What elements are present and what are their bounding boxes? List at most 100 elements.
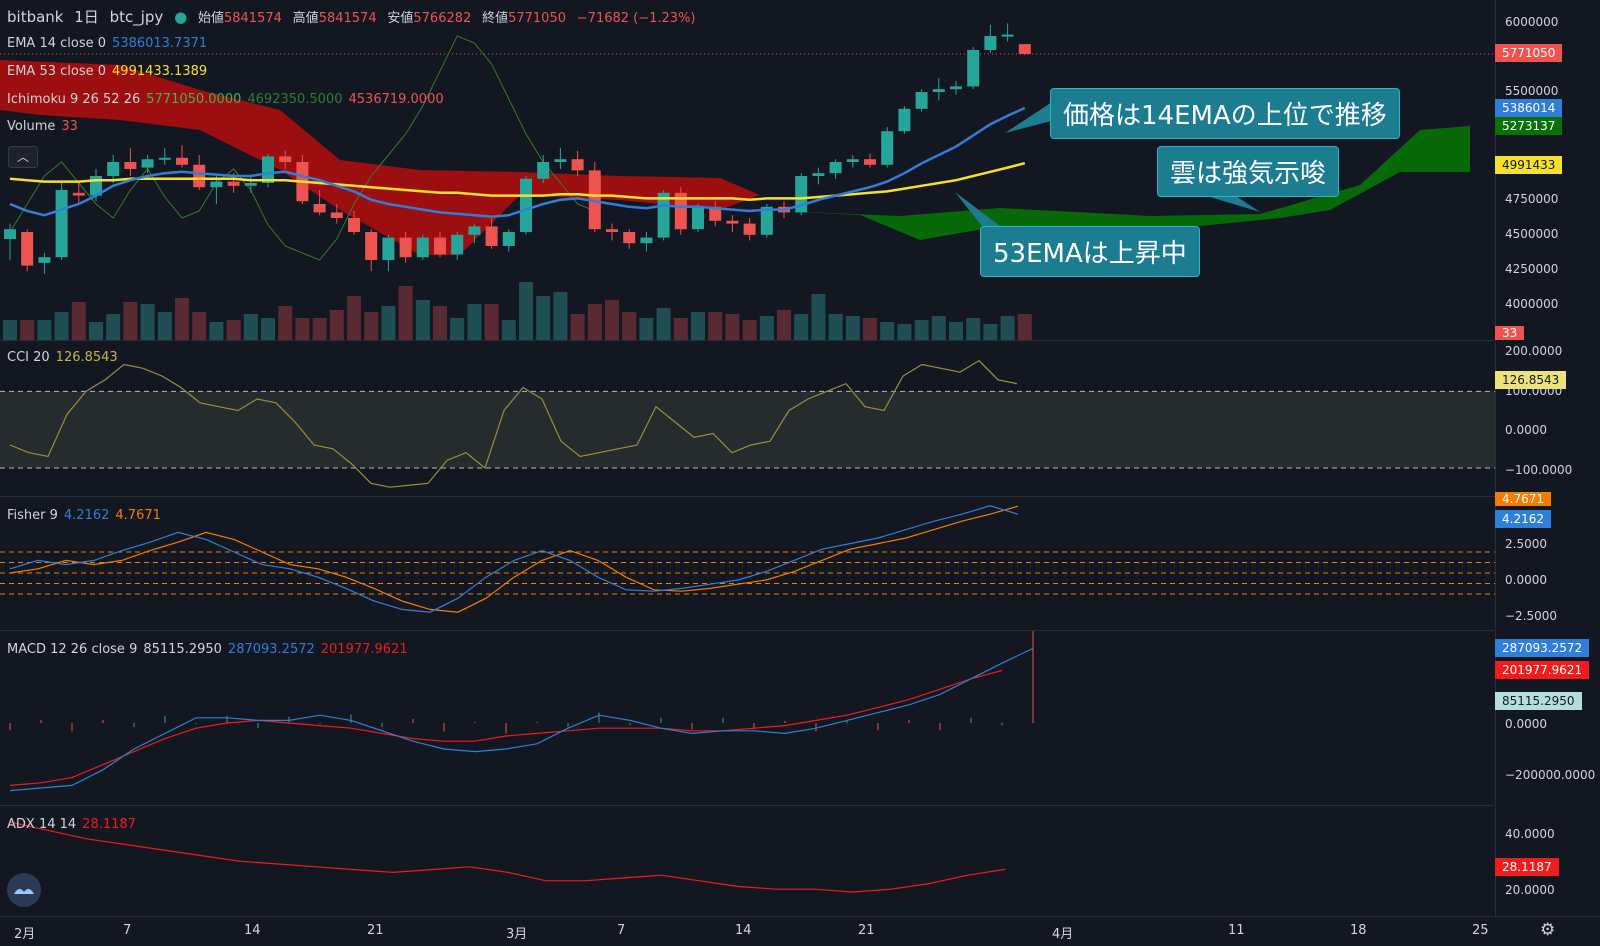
volume-bar [759,316,774,340]
macd-tick: −200000.0000 [1505,768,1596,782]
volume-bar [845,316,860,340]
volume-bar [450,318,465,340]
open-value: 5841574 [223,11,282,26]
price-chart[interactable] [0,0,1495,340]
ema14-annotation[interactable]: 価格は14EMAの上位で推移 [1050,88,1400,139]
candle-body [141,159,154,168]
candle-body [399,237,412,258]
price-tick: 4250000 [1505,262,1559,276]
ema53-line [9,161,1026,202]
macd-v3: 201977.9621 [320,642,408,657]
price-tick: 4500000 [1505,227,1559,241]
logo-icon [14,888,34,894]
macd-v1: 85115.2950 [143,642,222,657]
adx-value: 28.1187 [82,817,136,832]
tradingview-logo[interactable] [7,873,41,907]
interval[interactable]: 1日 [74,8,99,26]
macd-hist-tag: 85115.2950 [1495,692,1582,710]
volume-bar [777,310,791,340]
fisher-v2: 4.7671 [115,508,161,523]
volume-bar [673,318,688,340]
candle-body [21,232,34,266]
ema53-annotation[interactable]: 53EMAは上昇中 [980,226,1200,277]
volume-bar [656,308,671,340]
low-label: 安値 [387,11,414,26]
volume-bar [312,318,327,340]
volume-bar [880,322,895,340]
ema53-legend[interactable]: EMA 53 close 0 4991433.1389 [7,64,213,79]
volume-bar [3,320,17,340]
cci-axis[interactable] [1495,341,1600,496]
candle-body [606,229,618,232]
time-label: 21 [367,923,384,938]
fisher-tick: 0.0000 [1505,573,1547,587]
volume-bar [794,314,809,340]
macd-tag: 287093.2572 [1495,639,1590,657]
fisher-legend[interactable]: Fisher 9 4.2162 4.7671 [7,508,167,523]
ema14-legend[interactable]: EMA 14 close 0 5386013.7371 [7,36,213,51]
settings-gear-icon[interactable]: ⚙ [1540,920,1556,940]
price-pane[interactable] [0,0,1495,341]
volume-bar [54,312,69,340]
time-label: 14 [244,923,261,938]
candle-body [416,237,429,258]
volume-bar [261,318,275,340]
cci-label: CCI 20 [7,350,50,365]
macd-pane[interactable] [0,631,1495,806]
candle-body [812,173,825,176]
volume-bar [949,322,963,340]
symbol[interactable]: btc_jpy [109,8,164,26]
volume-bar [433,306,447,340]
macd-legend[interactable]: MACD 12 26 close 9 85115.2950 287093.2572 2… [7,642,414,657]
candle-body [623,232,636,244]
fisher-pane[interactable] [0,497,1495,631]
volume-bar [1000,316,1015,340]
fisher-axis[interactable] [1495,497,1600,630]
macd-v2: 287093.2572 [227,642,315,657]
volume-bar [381,306,396,340]
ema14-value: 5386013.7371 [112,36,208,51]
ichimoku-legend[interactable]: Ichimoku 9 26 52 26 5771050.0000 4692350.5… [7,92,450,107]
ichimoku-label: Ichimoku 9 26 52 26 [7,92,141,107]
candle-body [365,232,378,260]
volume-bar [20,320,35,340]
time-label: 2月 [14,927,36,942]
ema53-tag: 4991433 [1495,156,1563,174]
cloud-annotation[interactable]: 雲は強気示唆 [1157,146,1340,197]
collapse-legend-button[interactable]: ︿ [8,146,38,168]
adx-chart[interactable] [0,806,1495,916]
cci-tick: 0.0000 [1505,423,1547,437]
adx-legend[interactable]: ADX 14 14 28.1187 [7,817,142,832]
candle-body [726,220,739,224]
cci-band [0,391,1495,468]
candle-body [588,170,601,230]
candle-body [502,232,515,246]
volume-bar [553,292,568,340]
time-axis[interactable] [0,916,1600,946]
close-label: 終値 [482,11,509,26]
candle-body [915,92,928,109]
macd-chart[interactable] [0,631,1495,805]
candle-body [520,178,532,232]
volume-bar [89,322,103,340]
ema53-value: 4991433.1389 [112,64,208,79]
time-label: 14 [735,923,752,938]
volume-bar [897,324,912,340]
cci-legend[interactable]: CCI 20 126.8543 [7,350,124,365]
cci-chart[interactable] [0,341,1495,496]
ema14-label: EMA 14 close 0 [7,36,107,51]
time-label: 25 [1472,923,1489,938]
time-label: 7 [123,923,132,938]
volume-bar [828,314,843,340]
volume-bar [931,316,946,340]
volume-legend[interactable]: Volume 33 [7,119,84,134]
volume-tag: 33 [1495,326,1525,340]
adx-pane[interactable] [0,806,1495,916]
volume-label: Volume [7,119,56,134]
macd-tick: 0.0000 [1505,717,1547,731]
exchange-name[interactable]: bitbank [7,8,64,26]
macd-axis[interactable] [1495,631,1600,805]
candle-body [262,156,274,183]
cci-pane[interactable] [0,341,1495,497]
fisher-chart[interactable] [0,497,1495,630]
